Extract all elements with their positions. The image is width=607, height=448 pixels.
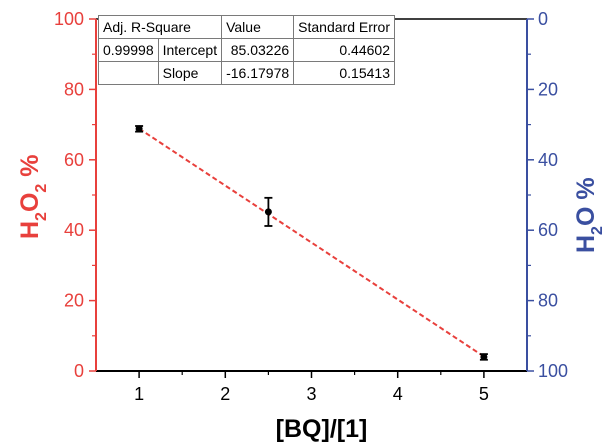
x-tick-label-5: 5 xyxy=(479,384,489,404)
right-y-tick-label-40: 40 xyxy=(538,150,558,170)
fit-table-intercept-error: 0.44602 xyxy=(293,38,395,62)
x-tick-label-1: 1 xyxy=(134,384,144,404)
fit-table-intercept-value: 85.03226 xyxy=(221,38,295,62)
x-tick-label-3: 3 xyxy=(306,384,316,404)
left-y-tick-label-60: 60 xyxy=(64,150,84,170)
left-y-tick-label-40: 40 xyxy=(64,220,84,240)
fit-table-r-square-value: 0.99998 xyxy=(98,38,159,62)
fit-statistics-table: Adj. R-Square Value Standard Error 0.999… xyxy=(97,15,395,85)
right-y-tick-label-80: 80 xyxy=(538,291,558,311)
left-y-tick-label-0: 0 xyxy=(74,361,84,381)
left-y-axis-label: H2O2 % xyxy=(16,154,50,239)
left-y-tick-label-20: 20 xyxy=(64,291,84,311)
fit-table-slope-label: Slope xyxy=(157,61,223,85)
fit-table-slope-error: 0.15413 xyxy=(293,61,395,85)
fit-table-header-adj-r-square: Adj. R-Square xyxy=(97,15,223,39)
fit-table-intercept-label: Intercept xyxy=(157,38,223,62)
data-point-0 xyxy=(135,125,143,133)
fit-table-header-value: Value xyxy=(221,15,295,39)
fit-table-header-standard-error: Standard Error xyxy=(293,15,395,39)
data-point-2 xyxy=(480,353,488,361)
x-axis-label: [BQ]/[1] xyxy=(276,415,368,443)
right-y-tick-label-60: 60 xyxy=(538,220,558,240)
fit-table-empty-cell xyxy=(98,61,159,85)
fit-table-row-slope: Slope -16.17978 0.15413 xyxy=(98,61,395,85)
fit-table-slope-value: -16.17978 xyxy=(221,61,295,85)
fit-table-header-row: Adj. R-Square Value Standard Error xyxy=(97,15,395,39)
fit-table-row-intercept: 0.99998 Intercept 85.03226 0.44602 xyxy=(98,38,395,62)
left-y-tick-label-100: 100 xyxy=(54,9,84,29)
x-tick-label-2: 2 xyxy=(220,384,230,404)
right-y-tick-label-0: 0 xyxy=(538,9,548,29)
right-y-tick-label-20: 20 xyxy=(538,79,558,99)
data-point-1 xyxy=(264,208,272,216)
right-y-tick-label-100: 100 xyxy=(538,361,568,381)
right-y-axis-label: H2O % xyxy=(572,177,606,253)
linear-fit-line xyxy=(138,127,485,358)
left-y-tick-label-80: 80 xyxy=(64,79,84,99)
x-tick-label-4: 4 xyxy=(393,384,403,404)
